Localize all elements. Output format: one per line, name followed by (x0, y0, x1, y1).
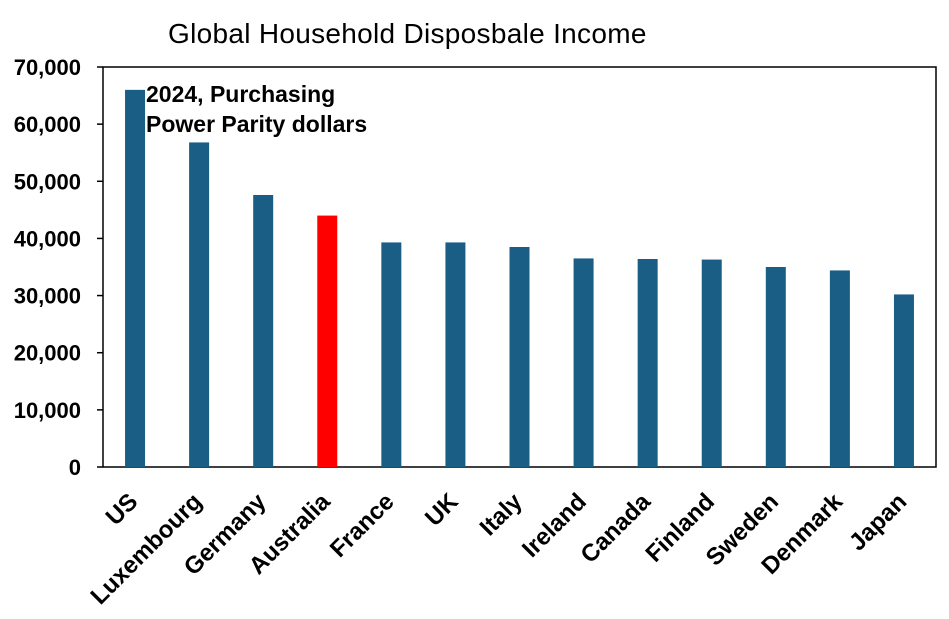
chart-title: Global Household Disposbale Income (168, 18, 647, 49)
x-tick-label: Italy (475, 488, 529, 542)
x-tick-label: Japan (844, 488, 912, 556)
bar-luxembourg (189, 142, 210, 467)
bar-italy (509, 247, 530, 467)
y-tick-label: 70,000 (14, 55, 81, 80)
x-tick-label: France (325, 488, 400, 563)
y-tick-label: 0 (69, 455, 81, 480)
x-tick-label: UK (420, 488, 464, 532)
bar-japan (893, 294, 914, 467)
bar-ireland (573, 258, 594, 467)
chart-annotation-line: 2024, Purchasing (146, 81, 335, 107)
bar-australia (317, 215, 338, 467)
y-tick-label: 30,000 (14, 284, 81, 309)
y-tick-label: 50,000 (14, 169, 81, 194)
x-tick-label: Canada (575, 488, 656, 569)
y-tick-label: 20,000 (14, 341, 81, 366)
y-tick-label: 60,000 (14, 112, 81, 137)
bar-us (125, 89, 146, 467)
bar-germany (253, 195, 274, 467)
bar-canada (637, 259, 658, 467)
chart-annotation-line: Power Parity dollars (146, 111, 367, 137)
y-tick-label: 40,000 (14, 226, 81, 251)
bar-denmark (829, 270, 850, 467)
x-tick-label: US (101, 488, 144, 531)
y-tick-label: 10,000 (14, 398, 81, 423)
bar-uk (445, 242, 466, 467)
bar-finland (701, 259, 722, 467)
bar-france (381, 242, 402, 467)
bar-sweden (765, 267, 786, 467)
x-tick-label: Luxembourg (85, 488, 207, 610)
